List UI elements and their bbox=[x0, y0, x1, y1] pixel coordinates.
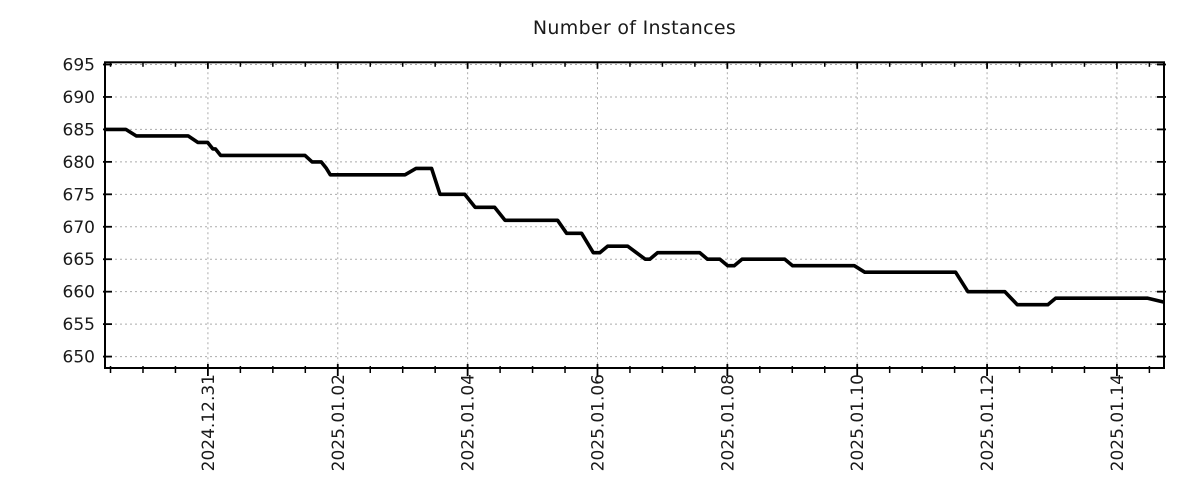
x-tick-label: 2025.01.02 bbox=[329, 374, 349, 471]
y-tick-label: 695 bbox=[63, 56, 95, 76]
x-tick-label: 2025.01.08 bbox=[718, 374, 738, 471]
y-tick-label: 680 bbox=[63, 153, 95, 173]
y-tick-label: 670 bbox=[63, 218, 95, 238]
y-tick-label: 675 bbox=[63, 185, 95, 205]
series-line-instances bbox=[105, 127, 1165, 307]
y-tick-label: 665 bbox=[63, 250, 95, 270]
y-tick-label: 655 bbox=[63, 315, 95, 335]
x-tick-label: 2025.01.14 bbox=[1108, 374, 1128, 471]
y-tick-label: 660 bbox=[63, 283, 95, 303]
x-tick-label: 2024.12.31 bbox=[199, 374, 219, 471]
y-tick-label: 685 bbox=[63, 120, 95, 140]
x-tick-label: 2025.01.12 bbox=[978, 374, 998, 471]
chart-title: Number of Instances bbox=[532, 17, 737, 39]
x-tick-label: 2025.01.10 bbox=[848, 374, 868, 471]
x-tick-label: 2025.01.06 bbox=[588, 374, 608, 471]
y-tick-label: 650 bbox=[63, 348, 95, 368]
y-tick-label: 690 bbox=[63, 88, 95, 108]
x-tick-label: 2025.01.04 bbox=[459, 374, 479, 471]
plot-border bbox=[104, 61, 1165, 370]
